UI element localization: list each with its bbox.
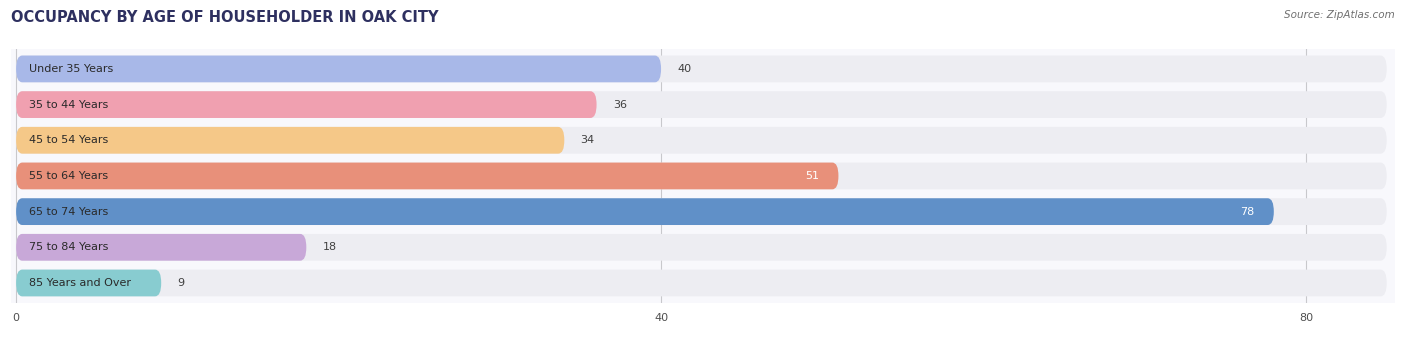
Text: 18: 18 [322,242,336,252]
Text: 78: 78 [1240,207,1254,217]
FancyBboxPatch shape [15,163,1386,189]
Text: 40: 40 [678,64,692,74]
FancyBboxPatch shape [15,127,564,154]
Text: Source: ZipAtlas.com: Source: ZipAtlas.com [1284,10,1395,20]
FancyBboxPatch shape [15,127,1386,154]
FancyBboxPatch shape [15,270,1386,296]
Text: 34: 34 [581,135,595,145]
Text: 65 to 74 Years: 65 to 74 Years [30,207,108,217]
Text: 35 to 44 Years: 35 to 44 Years [30,100,108,109]
FancyBboxPatch shape [15,234,307,261]
Text: 55 to 64 Years: 55 to 64 Years [30,171,108,181]
Text: Under 35 Years: Under 35 Years [30,64,114,74]
FancyBboxPatch shape [15,198,1274,225]
FancyBboxPatch shape [15,198,1386,225]
FancyBboxPatch shape [15,234,1386,261]
FancyBboxPatch shape [15,91,1386,118]
Text: 75 to 84 Years: 75 to 84 Years [30,242,108,252]
Text: OCCUPANCY BY AGE OF HOUSEHOLDER IN OAK CITY: OCCUPANCY BY AGE OF HOUSEHOLDER IN OAK C… [11,10,439,25]
Text: 9: 9 [177,278,184,288]
Text: 45 to 54 Years: 45 to 54 Years [30,135,108,145]
FancyBboxPatch shape [15,270,162,296]
Text: 36: 36 [613,100,627,109]
FancyBboxPatch shape [15,55,661,82]
Text: 51: 51 [806,171,820,181]
Text: 85 Years and Over: 85 Years and Over [30,278,131,288]
FancyBboxPatch shape [15,163,838,189]
FancyBboxPatch shape [15,55,1386,82]
FancyBboxPatch shape [15,91,596,118]
